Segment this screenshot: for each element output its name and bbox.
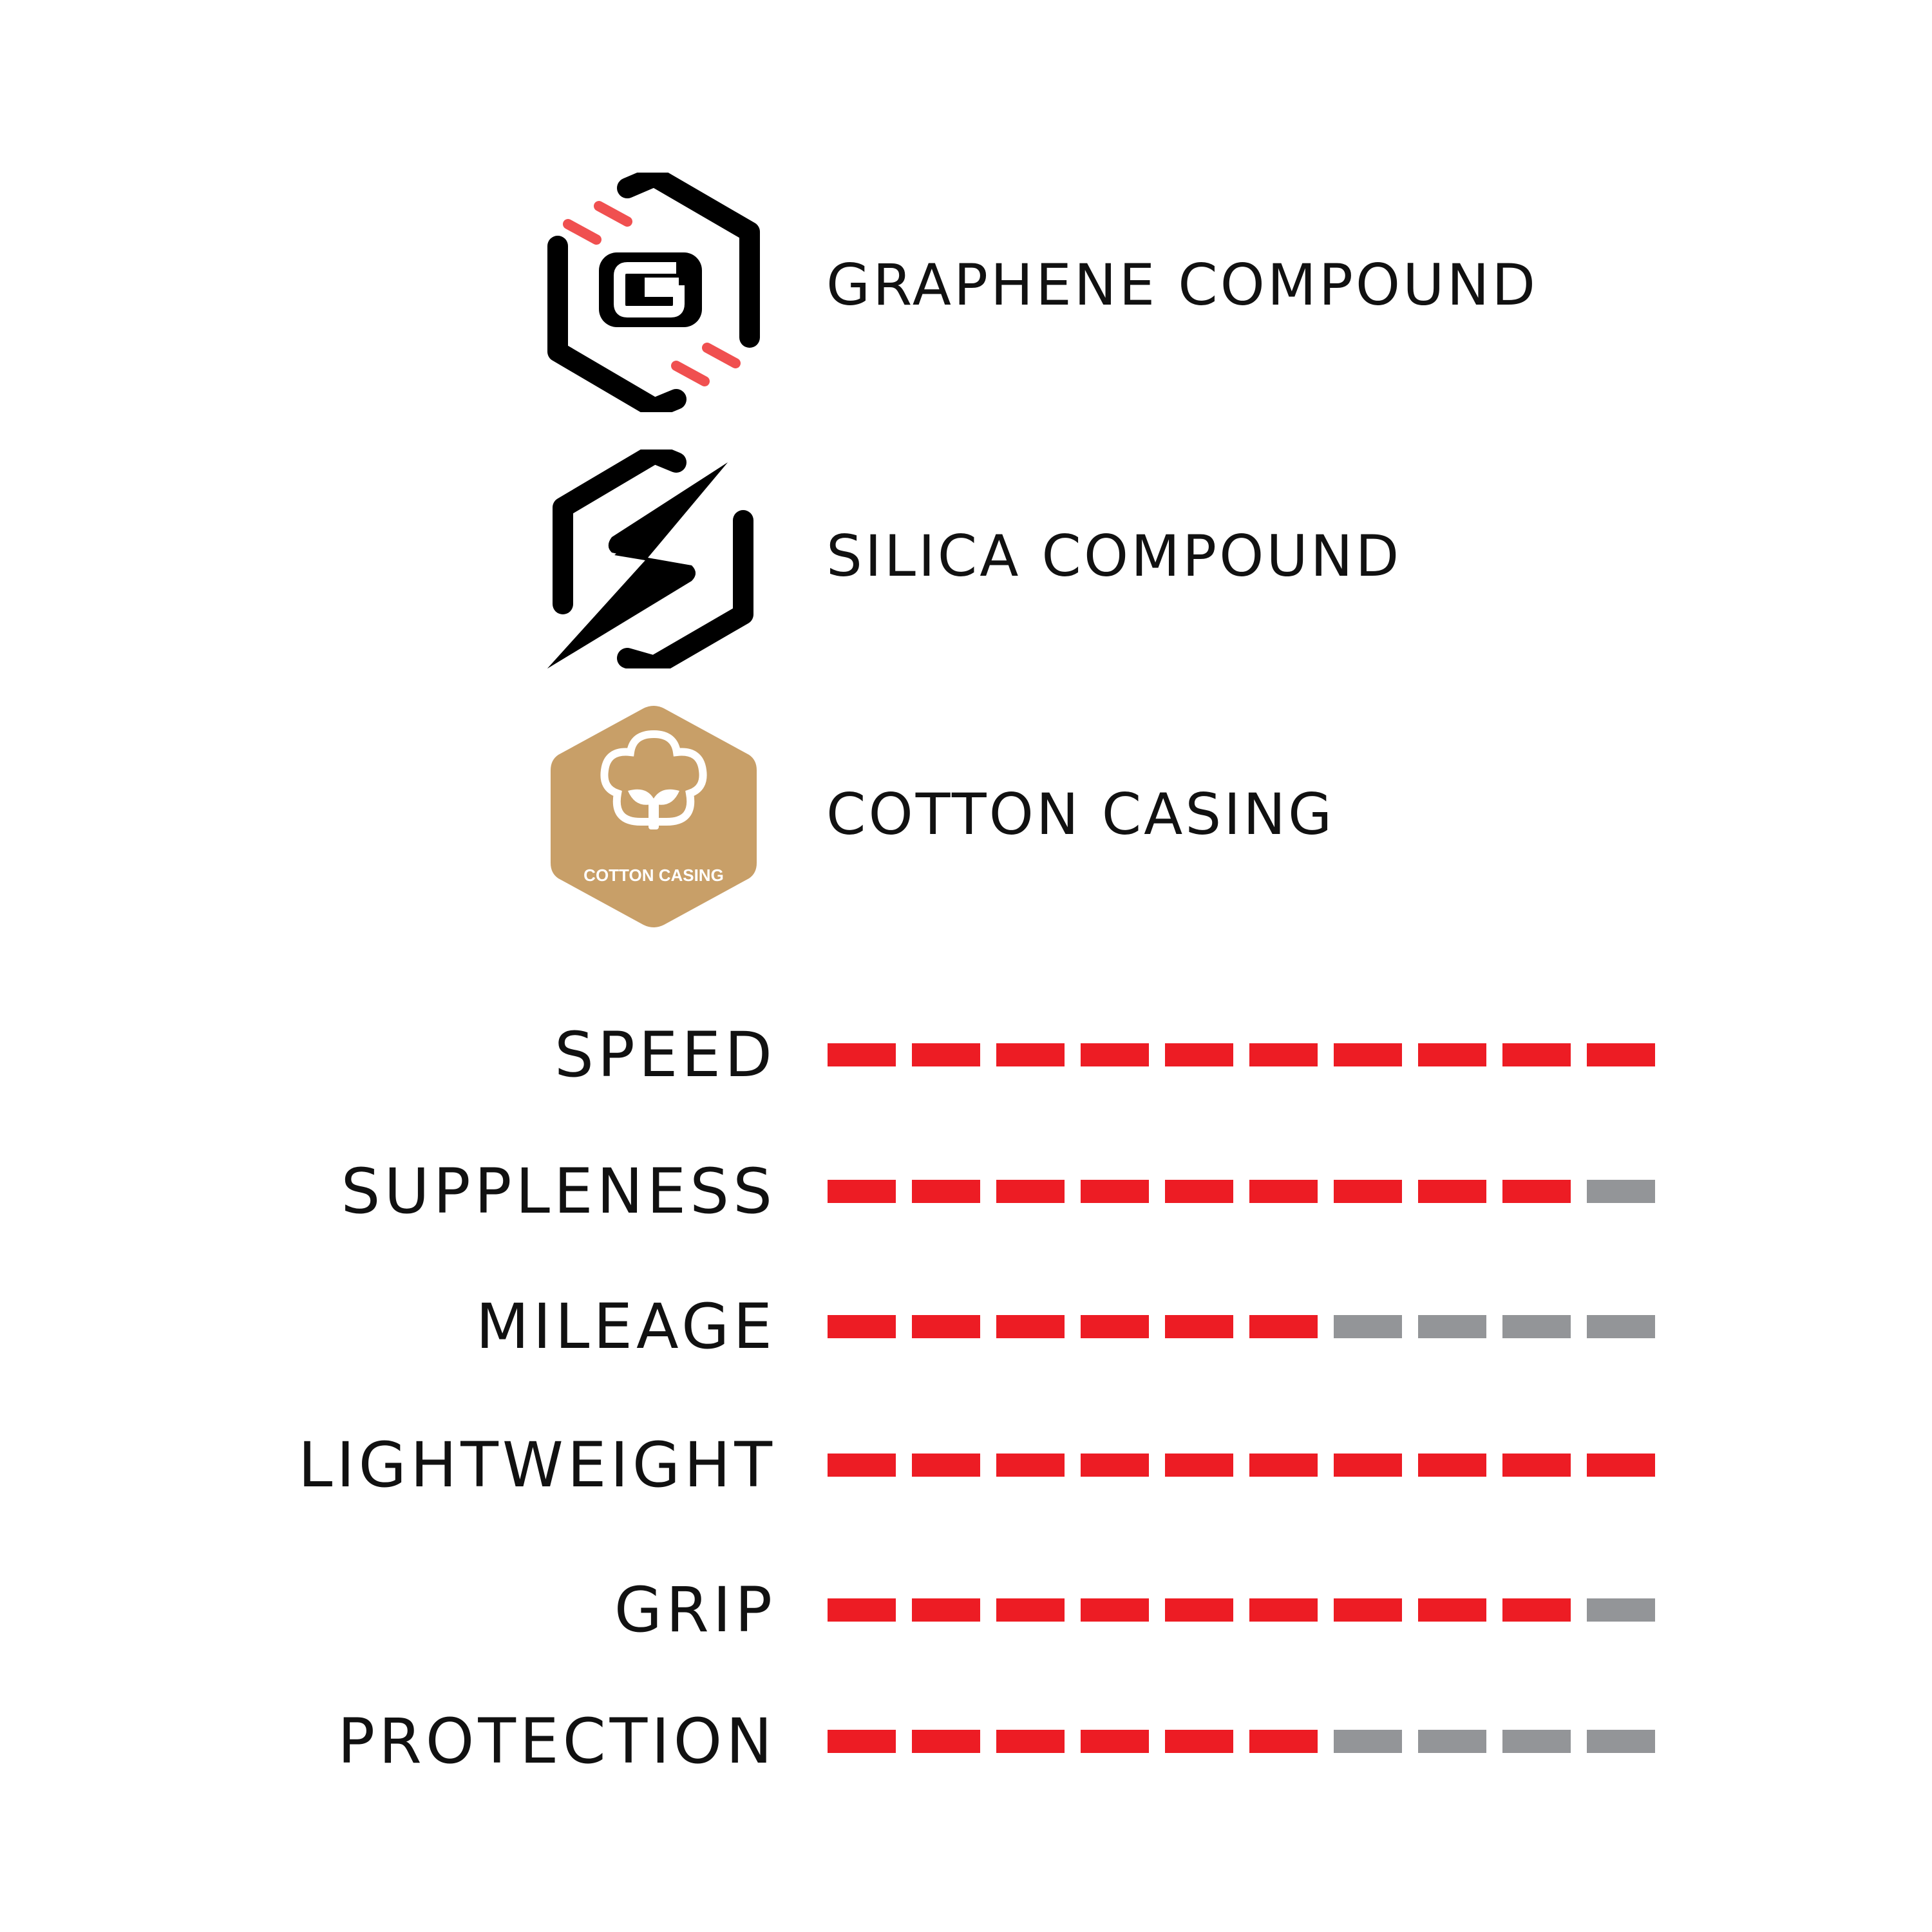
rating-segment-filled bbox=[912, 1043, 980, 1066]
rating-segment-filled bbox=[996, 1043, 1065, 1066]
rating-label: LIGHTWEIGHT bbox=[298, 1429, 776, 1501]
rating-segment-filled bbox=[1165, 1180, 1233, 1203]
rating-segment-filled bbox=[828, 1043, 896, 1066]
rating-row-speed: SPEED bbox=[0, 1024, 1932, 1086]
feature-label-graphene: GRAPHENE COMPOUND bbox=[826, 252, 1539, 318]
rating-segment-filled bbox=[1165, 1454, 1233, 1477]
rating-segment-filled bbox=[1249, 1730, 1318, 1753]
rating-segment-filled bbox=[1081, 1315, 1149, 1338]
feature-label-cotton: COTTON CASING bbox=[826, 781, 1335, 848]
rating-segment-empty bbox=[1587, 1730, 1655, 1753]
rating-label: GRIP bbox=[614, 1574, 776, 1646]
rating-segment-filled bbox=[1249, 1454, 1318, 1477]
rating-segment-filled bbox=[1502, 1598, 1571, 1622]
rating-segment-filled bbox=[1081, 1043, 1149, 1066]
rating-segment-filled bbox=[1081, 1454, 1149, 1477]
rating-segment-filled bbox=[1249, 1043, 1318, 1066]
rating-bar-track bbox=[828, 1043, 1655, 1066]
rating-label: SPEED bbox=[554, 1019, 776, 1091]
rating-segment-filled bbox=[828, 1315, 896, 1338]
rating-label: PROTECTION bbox=[337, 1705, 776, 1777]
rating-label: SUPPLENESS bbox=[341, 1155, 776, 1227]
rating-segment-filled bbox=[996, 1730, 1065, 1753]
rating-segment-filled bbox=[912, 1598, 980, 1622]
rating-segment-filled bbox=[1587, 1454, 1655, 1477]
rating-segment-filled bbox=[1334, 1454, 1402, 1477]
rating-segment-empty bbox=[1502, 1730, 1571, 1753]
rating-segment-filled bbox=[1418, 1180, 1486, 1203]
rating-segment-filled bbox=[1081, 1598, 1149, 1622]
rating-segment-filled bbox=[1418, 1598, 1486, 1622]
cotton-casing-badge-icon: COTTON CASING bbox=[551, 706, 757, 927]
rating-segment-empty bbox=[1418, 1315, 1486, 1338]
rating-segment-empty bbox=[1502, 1315, 1571, 1338]
rating-segment-filled bbox=[1249, 1315, 1318, 1338]
rating-segment-empty bbox=[1334, 1315, 1402, 1338]
rating-segment-filled bbox=[1502, 1180, 1571, 1203]
rating-segment-filled bbox=[1165, 1315, 1233, 1338]
rating-segment-filled bbox=[828, 1730, 896, 1753]
rating-bar-track bbox=[828, 1598, 1655, 1622]
rating-segment-filled bbox=[996, 1315, 1065, 1338]
rating-row-protection: PROTECTION bbox=[0, 1710, 1932, 1772]
rating-segment-filled bbox=[996, 1454, 1065, 1477]
rating-segment-empty bbox=[1334, 1730, 1402, 1753]
rating-segment-filled bbox=[1587, 1043, 1655, 1066]
rating-row-mileage: MILEAGE bbox=[0, 1296, 1932, 1358]
rating-segment-filled bbox=[828, 1180, 896, 1203]
rating-segment-filled bbox=[1165, 1598, 1233, 1622]
rating-bar-track bbox=[828, 1730, 1655, 1753]
rating-row-grip: GRIP bbox=[0, 1579, 1932, 1641]
rating-segment-filled bbox=[1165, 1043, 1233, 1066]
rating-segment-filled bbox=[996, 1180, 1065, 1203]
rating-row-suppleness: SUPPLENESS bbox=[0, 1160, 1932, 1222]
rating-segment-empty bbox=[1587, 1315, 1655, 1338]
rating-segment-filled bbox=[912, 1730, 980, 1753]
rating-segment-filled bbox=[1081, 1180, 1149, 1203]
rating-segment-empty bbox=[1587, 1598, 1655, 1622]
rating-segment-filled bbox=[996, 1598, 1065, 1622]
graphene-hex-g-icon bbox=[547, 173, 760, 412]
rating-segment-filled bbox=[1165, 1730, 1233, 1753]
rating-segment-filled bbox=[912, 1180, 980, 1203]
rating-segment-filled bbox=[1502, 1043, 1571, 1066]
feature-label-silica: SILICA COMPOUND bbox=[826, 523, 1402, 589]
rating-segment-filled bbox=[1334, 1043, 1402, 1066]
rating-label: MILEAGE bbox=[475, 1291, 776, 1363]
rating-bar-track bbox=[828, 1454, 1655, 1477]
rating-segment-filled bbox=[1418, 1043, 1486, 1066]
rating-segment-filled bbox=[1249, 1598, 1318, 1622]
rating-bar-track bbox=[828, 1180, 1655, 1203]
rating-segment-empty bbox=[1418, 1730, 1486, 1753]
rating-bar-track bbox=[828, 1315, 1655, 1338]
rating-segment-filled bbox=[1502, 1454, 1571, 1477]
rating-segment-filled bbox=[1249, 1180, 1318, 1203]
rating-segment-filled bbox=[1334, 1598, 1402, 1622]
rating-segment-filled bbox=[828, 1598, 896, 1622]
rating-segment-filled bbox=[1334, 1180, 1402, 1203]
rating-segment-filled bbox=[1418, 1454, 1486, 1477]
silica-hex-bolt-icon bbox=[547, 450, 753, 668]
rating-row-lightweight: LIGHTWEIGHT bbox=[0, 1434, 1932, 1496]
rating-segment-filled bbox=[828, 1454, 896, 1477]
rating-segment-filled bbox=[912, 1315, 980, 1338]
rating-segment-empty bbox=[1587, 1180, 1655, 1203]
cotton-badge-text: COTTON CASING bbox=[583, 866, 724, 885]
rating-segment-filled bbox=[912, 1454, 980, 1477]
rating-segment-filled bbox=[1081, 1730, 1149, 1753]
